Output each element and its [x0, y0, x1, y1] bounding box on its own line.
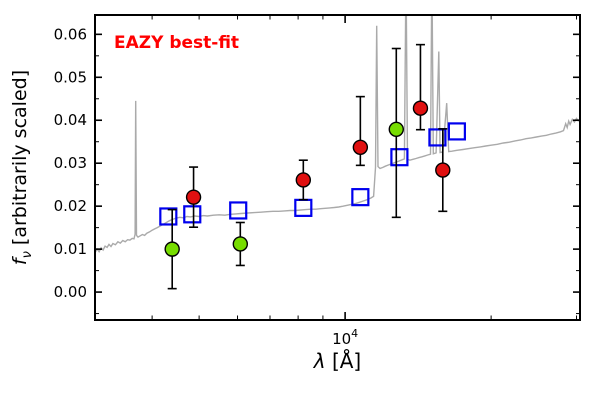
- y-tick-label: 0.05: [54, 68, 87, 86]
- template-photometry-marker: [447, 122, 466, 141]
- plot-frame: [94, 14, 581, 321]
- template-photometry-marker: [390, 148, 409, 167]
- annotation-eazy-best-fit: EAZY best-fit: [114, 33, 239, 53]
- observed-photometry-red-marker: [352, 139, 369, 156]
- y-tick-label: 0.02: [54, 197, 87, 215]
- observed-photometry-green-marker: [388, 121, 404, 137]
- template-photometry-marker: [159, 207, 178, 226]
- observed-photometry-red-marker: [412, 100, 429, 116]
- observed-photometry-green-marker: [164, 241, 180, 257]
- plot-area: [95, 15, 580, 290]
- y-tick-label: 0.04: [54, 111, 87, 129]
- template-photometry-marker: [229, 201, 248, 220]
- error-bar: [415, 43, 425, 131]
- y-tick-label: 0.06: [54, 25, 87, 43]
- error-bar: [355, 95, 365, 167]
- observed-photometry-red-marker: [295, 172, 312, 188]
- template-photometry-marker: [351, 188, 370, 207]
- template-photometry-marker: [183, 205, 202, 224]
- observed-photometry-green-marker: [232, 236, 249, 252]
- template-photometry-marker: [294, 198, 313, 217]
- best-fit-template-spectrum-line: [95, 15, 580, 254]
- y-axis-label: fν [arbitrarily scaled]: [9, 70, 35, 265]
- x-tick-label: 104: [332, 327, 358, 348]
- y-tick-label: 0.01: [54, 240, 87, 258]
- y-tick-label: 0.03: [54, 154, 87, 172]
- template-photometry-marker: [428, 128, 447, 147]
- x-axis-label: λ [Å]: [313, 349, 362, 373]
- observed-photometry-red-marker: [435, 162, 451, 178]
- y-tick-label: 0.00: [54, 283, 87, 301]
- observed-photometry-red-marker: [185, 189, 202, 205]
